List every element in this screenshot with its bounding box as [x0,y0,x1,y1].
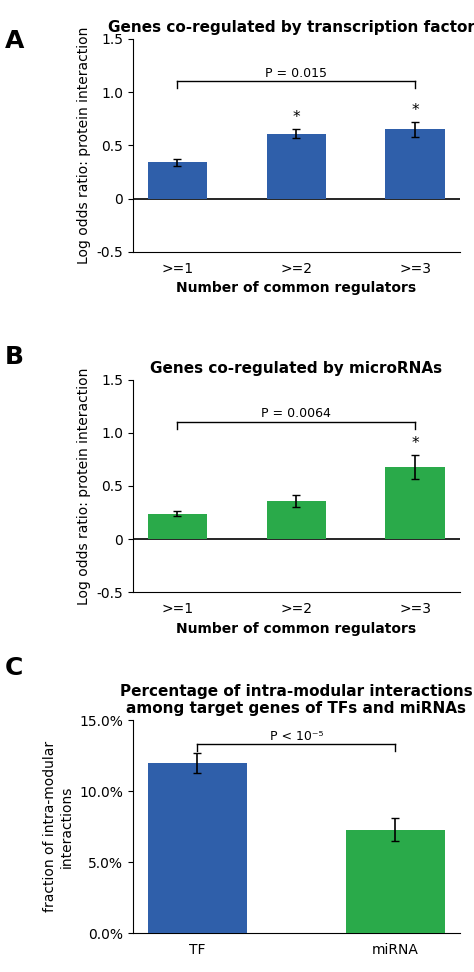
Text: P = 0.015: P = 0.015 [265,67,327,80]
Text: P = 0.0064: P = 0.0064 [261,407,331,421]
Bar [346,829,445,933]
Bar [266,501,326,539]
Y-axis label: fraction of intra-modular
interactions: fraction of intra-modular interactions [43,741,73,913]
Title: Genes co-regulated by transcription factors: Genes co-regulated by transcription fact… [109,20,474,35]
Bar [385,129,445,198]
Title: Percentage of intra-modular interactions
among target genes of TFs and miRNAs: Percentage of intra-modular interactions… [120,684,473,716]
Text: C: C [5,656,23,680]
Text: P < 10⁻⁵: P < 10⁻⁵ [270,730,323,744]
Y-axis label: Log odds ratio: protein interaction: Log odds ratio: protein interaction [77,367,91,605]
Text: *: * [411,103,419,118]
Text: *: * [411,435,419,451]
Text: A: A [5,29,24,53]
Text: *: * [292,110,300,124]
Y-axis label: Log odds ratio: protein interaction: Log odds ratio: protein interaction [77,26,91,264]
Bar [147,162,207,198]
X-axis label: Number of common regulators: Number of common regulators [176,281,416,295]
X-axis label: Number of common regulators: Number of common regulators [176,622,416,636]
Bar [147,513,207,539]
Text: B: B [5,345,24,369]
Title: Genes co-regulated by microRNAs: Genes co-regulated by microRNAs [150,361,442,375]
Bar [266,133,326,198]
Bar [147,763,246,933]
Bar [385,467,445,539]
